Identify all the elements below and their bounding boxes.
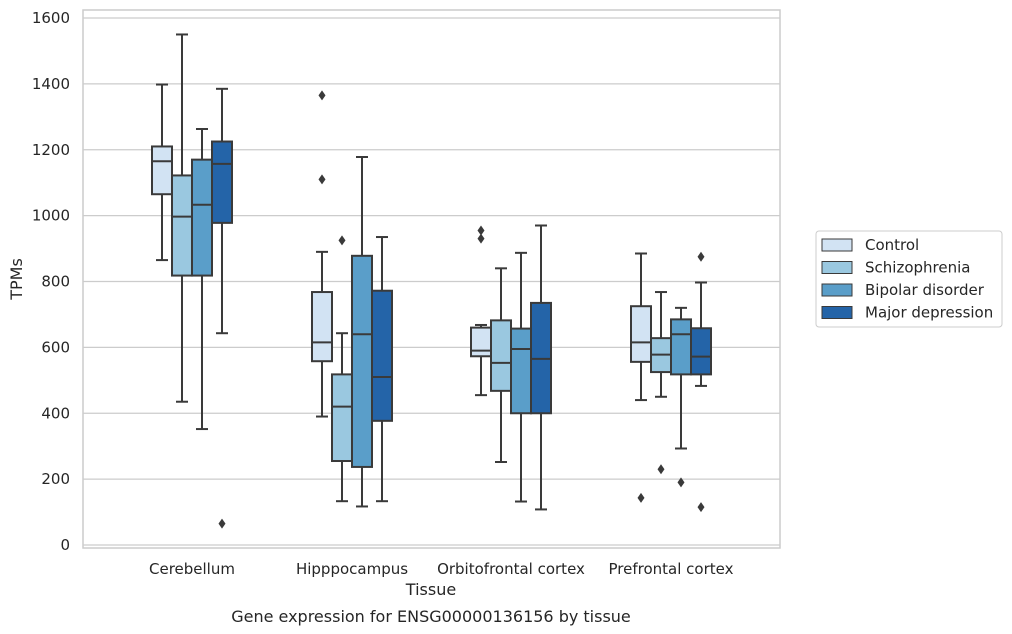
box-iqr <box>470 326 492 358</box>
box-iqr <box>490 319 512 392</box>
outlier-point <box>697 502 705 513</box>
box-iqr <box>151 145 173 196</box>
plot-frame <box>82 9 781 549</box>
x-tick-label: Prefrontal cortex <box>609 560 734 578</box>
legend-label: Control <box>865 236 919 254</box>
box-2-2 <box>510 251 532 503</box>
box-0-3 <box>630 252 652 503</box>
legend-item: Bipolar disorder <box>821 281 985 299</box>
box-iqr <box>351 254 373 468</box>
x-tick-label: Orbitofrontal cortex <box>437 560 585 578</box>
grid-lines <box>83 17 780 546</box>
legend-item: Schizophrenia <box>821 259 970 277</box>
legend-swatch <box>821 306 853 319</box>
box-2-0 <box>191 127 213 431</box>
legend: Control Schizophrenia Bipolar disorder Majo… <box>815 230 1003 328</box>
y-tick-label: 200 <box>41 470 70 488</box>
box-iqr <box>670 318 692 376</box>
outlier-point <box>318 174 326 185</box>
x-tick-labels: Cerebellum Hipppocampus Orbitofrontal cort… <box>149 560 734 578</box>
y-tick-label: 1200 <box>32 141 70 159</box>
box-3-2 <box>530 224 552 511</box>
box-0-0 <box>151 83 173 262</box>
legend-swatch <box>821 261 853 274</box>
outlier-point <box>677 477 685 488</box>
box-groups <box>151 33 712 529</box>
y-tick-label: 1000 <box>32 207 70 225</box>
box-1-2 <box>490 267 512 463</box>
box-iqr <box>690 327 712 376</box>
legend-label: Schizophrenia <box>865 259 970 277</box>
x-tick-label: Cerebellum <box>149 560 235 578</box>
outlier-point <box>657 464 665 475</box>
y-tick-label: 400 <box>41 404 70 422</box>
outlier-point <box>318 90 326 101</box>
legend-label: Major depression <box>865 304 993 322</box>
x-axis-title: Tissue <box>405 580 456 599</box>
box-3-3 <box>690 251 712 513</box>
box-iqr <box>171 174 193 277</box>
box-1-0 <box>171 33 193 403</box>
y-tick-labels: 0 200 400 600 800 1000 1200 1400 1600 <box>32 9 70 554</box>
y-tick-label: 0 <box>60 536 70 554</box>
box-iqr <box>311 291 333 363</box>
outlier-point <box>218 518 226 529</box>
figure-caption: Gene expression for ENSG00000136156 by t… <box>231 607 631 626</box>
box-1-1 <box>331 235 353 503</box>
box-0-2 <box>470 225 492 397</box>
box-2-1 <box>351 155 373 508</box>
box-iqr <box>211 140 233 224</box>
y-axis-title: TPMs <box>7 258 26 301</box>
legend-item: Major depression <box>821 304 993 322</box>
outlier-point <box>697 251 705 262</box>
box-0-1 <box>311 90 333 418</box>
box-iqr <box>630 305 652 363</box>
outlier-point <box>637 492 645 503</box>
legend-label: Bipolar disorder <box>865 281 985 299</box>
legend-swatch <box>821 283 853 297</box>
y-tick-label: 1400 <box>32 75 70 93</box>
outlier-point <box>477 233 485 244</box>
outlier-point <box>477 225 485 236</box>
box-iqr <box>331 373 353 463</box>
legend-item: Control <box>821 236 919 254</box>
box-3-0 <box>211 87 233 529</box>
box-iqr <box>191 158 213 277</box>
box-2-3 <box>670 306 692 488</box>
y-tick-label: 800 <box>41 273 70 291</box>
box-1-3 <box>650 291 672 475</box>
x-tick-label: Hipppocampus <box>296 560 408 578</box>
legend-frame <box>815 230 1003 328</box>
outlier-point <box>338 235 346 246</box>
box-iqr <box>510 327 532 415</box>
box-3-1 <box>371 236 393 503</box>
y-tick-label: 600 <box>41 338 70 356</box>
y-tick-label: 1600 <box>32 9 70 27</box>
legend-swatch <box>821 238 853 252</box>
box-iqr <box>371 289 393 422</box>
